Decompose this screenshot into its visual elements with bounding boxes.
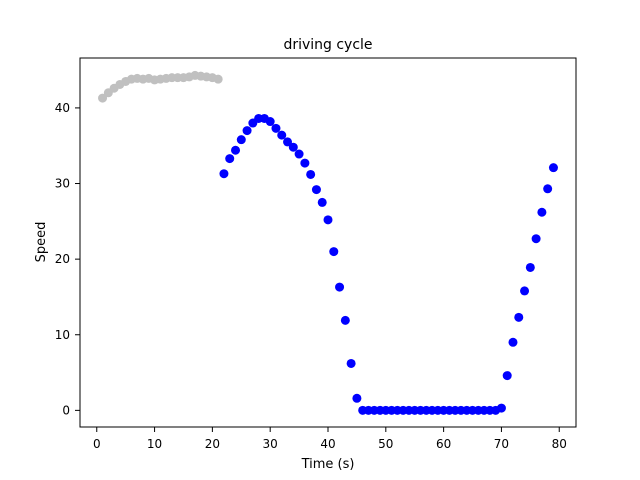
x-tick-label: 40 [320, 437, 335, 451]
plot-frame [79, 57, 577, 428]
x-tick-label: 80 [552, 437, 567, 451]
data-point [352, 393, 362, 403]
y-tick-label: 20 [55, 252, 70, 266]
data-point [242, 126, 252, 136]
data-point [525, 262, 535, 272]
data-point [277, 130, 287, 140]
data-point [231, 145, 241, 155]
data-point [537, 207, 547, 217]
data-point [323, 215, 333, 225]
y-tick-label: 0 [62, 403, 70, 417]
data-point [98, 93, 108, 103]
data-point [306, 169, 316, 179]
plot-area [80, 58, 576, 427]
data-point [548, 163, 558, 173]
data-point [508, 337, 518, 347]
data-point [329, 247, 339, 257]
data-point [213, 74, 223, 84]
data-point [346, 358, 356, 368]
data-point [311, 185, 321, 195]
x-tick-label: 0 [93, 437, 101, 451]
chart-title: driving cycle [283, 37, 372, 53]
y-tick-label: 10 [55, 328, 70, 342]
x-axis-label: Time (s) [301, 457, 355, 472]
data-point [531, 234, 541, 244]
data-point [520, 286, 530, 296]
data-point [288, 142, 298, 152]
data-point [502, 371, 512, 381]
data-point [265, 117, 275, 127]
x-tick-label: 10 [147, 437, 162, 451]
data-point [283, 137, 293, 147]
y-tick-label: 30 [55, 177, 70, 191]
x-tick-label: 50 [378, 437, 393, 451]
ticks-layer: 0 10 20 30 40 50 60 70 80 0 10 20 30 40 [55, 101, 567, 451]
x-tick-label: 20 [205, 437, 220, 451]
x-tick-label: 60 [436, 437, 451, 451]
x-tick-label: 70 [494, 437, 509, 451]
data-point [271, 123, 281, 133]
data-point [219, 169, 229, 179]
data-point [340, 315, 350, 325]
data-point [543, 184, 553, 194]
data-point [496, 403, 506, 413]
points-layer [98, 70, 558, 415]
data-point [294, 149, 304, 159]
x-tick-label: 30 [263, 437, 278, 451]
data-point [514, 312, 524, 322]
data-point [236, 135, 246, 145]
data-point [225, 154, 235, 164]
data-point [317, 197, 327, 207]
data-point [335, 282, 345, 292]
data-point [300, 158, 310, 168]
y-tick-label: 40 [55, 101, 70, 115]
y-axis-label: Speed [34, 222, 49, 263]
